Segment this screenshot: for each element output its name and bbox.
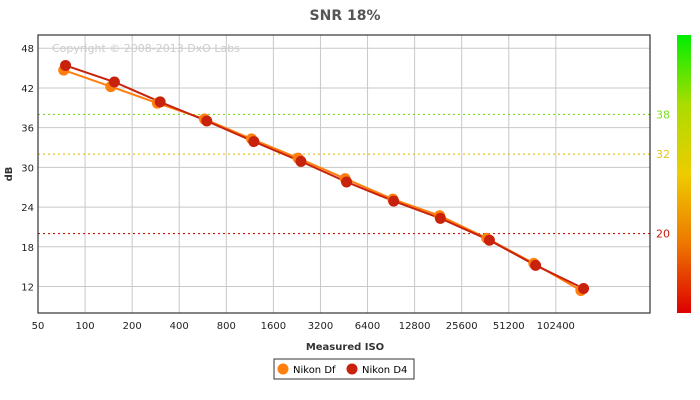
data-point (388, 195, 400, 207)
x-tick-label: 100 (76, 321, 95, 332)
x-tick-label: 25600 (446, 321, 478, 332)
chart-title: SNR 18% (310, 8, 381, 24)
x-tick-label: 102400 (537, 321, 575, 332)
x-tick-label: 12800 (399, 321, 431, 332)
y-tick-label: 36 (21, 124, 34, 135)
legend-marker (346, 363, 358, 375)
x-tick-label: 200 (123, 321, 142, 332)
x-tick-label: 3200 (308, 321, 333, 332)
legend-label: Nikon Df (293, 365, 336, 376)
data-point (60, 59, 72, 71)
data-point (154, 96, 166, 108)
reference-label: 32 (656, 148, 670, 161)
y-tick-label: 18 (21, 243, 34, 254)
y-tick-label: 24 (21, 203, 34, 214)
plot-border (37, 34, 651, 314)
data-point (108, 76, 120, 88)
data-point (295, 155, 307, 167)
data-point (578, 283, 590, 295)
y-tick-label: 48 (21, 44, 34, 55)
data-point (341, 176, 353, 188)
legend: Nikon Df Nikon D4 (273, 358, 415, 380)
data-point (201, 115, 213, 127)
legend-marker (277, 363, 289, 375)
x-tick-label: 50 (32, 321, 45, 332)
data-point (483, 234, 495, 246)
reference-label: 20 (656, 228, 670, 241)
data-point (248, 136, 260, 148)
y-tick-label: 42 (21, 84, 34, 95)
y-tick-label: 12 (21, 283, 34, 294)
y-axis-title: dB (4, 167, 15, 182)
x-tick-label: 400 (170, 321, 189, 332)
legend-box (273, 358, 415, 380)
reference-label: 38 (656, 108, 670, 121)
x-tick-label: 6400 (355, 321, 380, 332)
color-scale-bar (677, 35, 691, 313)
x-axis-title: Measured ISO (306, 342, 384, 353)
x-tick-label: 1600 (261, 321, 286, 332)
x-tick-label: 51200 (493, 321, 525, 332)
data-point (530, 259, 542, 271)
y-tick-label: 30 (21, 163, 34, 174)
legend-label: Nikon D4 (362, 365, 407, 376)
x-tick-label: 800 (217, 321, 236, 332)
data-point (434, 212, 446, 224)
series-line (65, 64, 585, 290)
copyright-watermark: Copyright © 2008-2013 DxO Labs (52, 42, 240, 55)
